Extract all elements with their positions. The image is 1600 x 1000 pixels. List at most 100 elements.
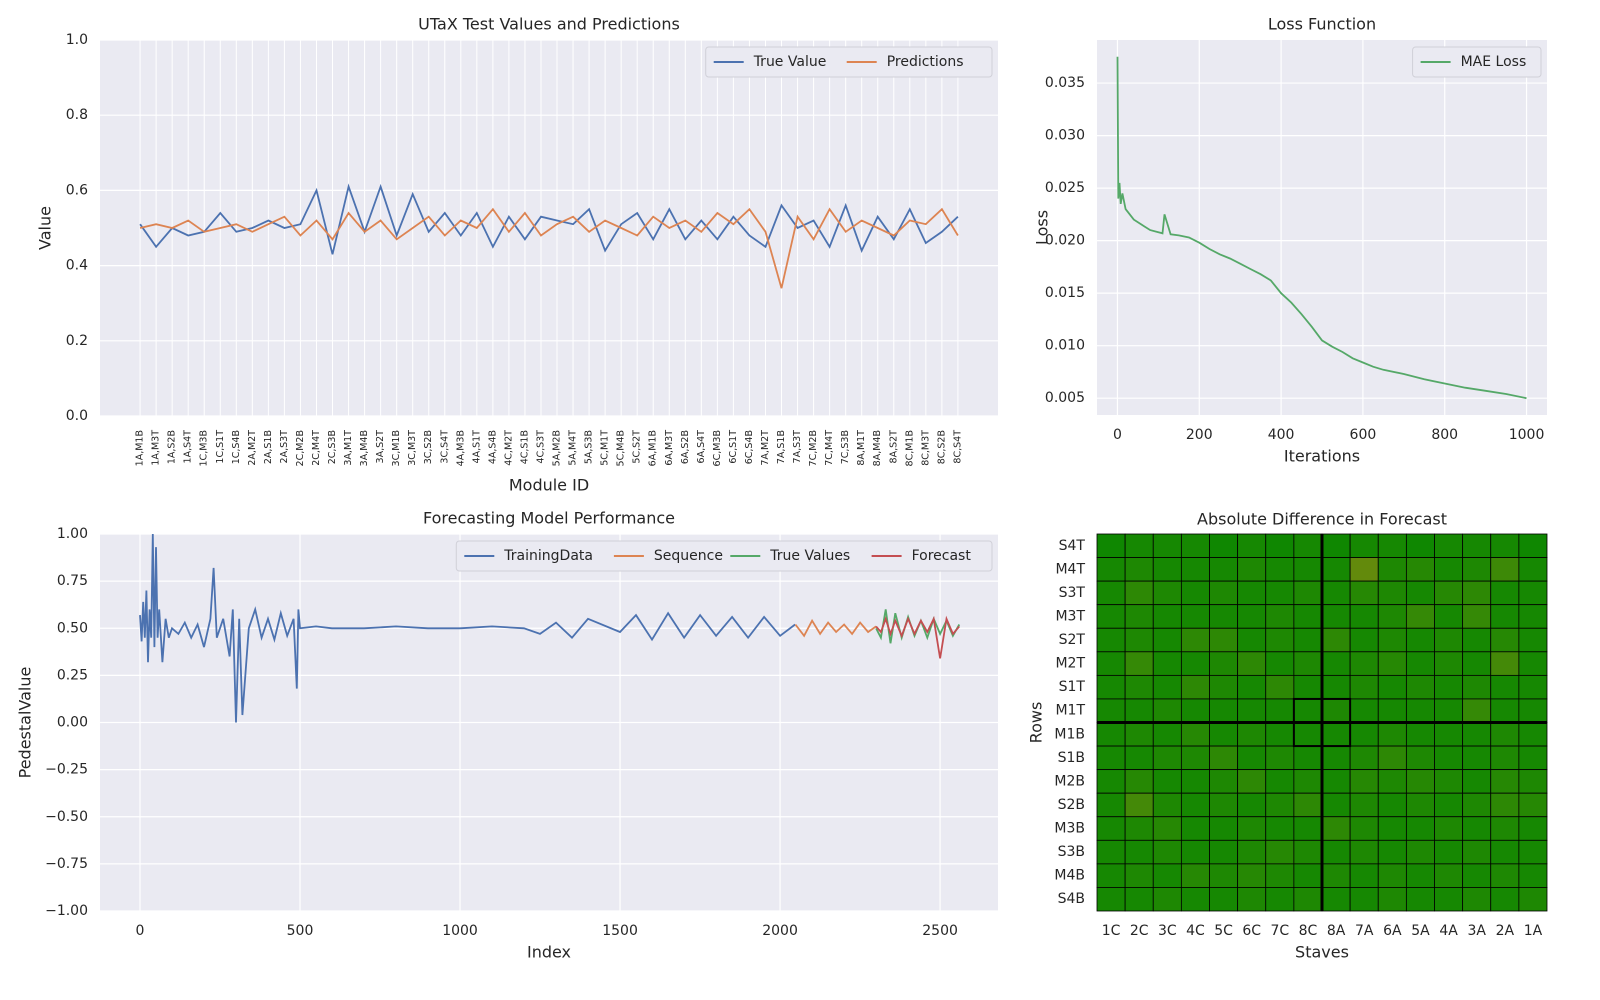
heatmap-cell	[1462, 745, 1492, 771]
heatmap-cell	[1180, 769, 1210, 794]
x-axis-label: Module ID	[509, 476, 589, 495]
heatmap-cell	[1152, 580, 1182, 606]
x-tick-label: 7A	[1355, 923, 1374, 939]
heatmap-cell	[1349, 745, 1379, 771]
heatmap-cell	[1377, 839, 1407, 865]
y-tick-label: 0.8	[66, 107, 88, 123]
heatmap-cell	[1124, 627, 1154, 653]
legend-box	[1412, 46, 1542, 78]
y-tick-label: 0.030	[1045, 128, 1085, 144]
x-tick-label: 1A,S4T	[183, 430, 194, 464]
heatmap-cell	[1209, 792, 1239, 818]
chart-title: Absolute Difference in Forecast	[1197, 510, 1447, 529]
chart-title: UTaX Test Values and Predictions	[418, 15, 680, 34]
plot-background	[100, 40, 998, 416]
y-tick-label: S1T	[1059, 679, 1086, 695]
heatmap-cell	[1490, 533, 1520, 558]
heatmap-cell	[1265, 863, 1295, 888]
heatmap-cell	[1377, 863, 1407, 888]
y-tick-label: 0.025	[1045, 180, 1085, 196]
heatmap-cell	[1405, 816, 1435, 841]
x-tick-label: 7A,M2T	[760, 430, 771, 466]
heatmap-cell	[1518, 580, 1548, 606]
heatmap-cell	[1434, 722, 1464, 747]
heatmap-cell	[1405, 533, 1435, 558]
heatmap-cell	[1490, 698, 1520, 723]
heatmap-cell	[1237, 745, 1267, 771]
heatmap-cell	[1377, 698, 1407, 723]
y-tick-label: 0.2	[66, 333, 88, 349]
heatmap-cell	[1265, 745, 1295, 771]
x-tick-label: 2A,M2T	[247, 430, 258, 466]
x-tick-label: 2A	[1496, 923, 1515, 939]
heatmap-cell	[1152, 674, 1182, 700]
x-tick-label: 500	[287, 923, 314, 939]
y-tick-label: −0.75	[45, 856, 88, 872]
y-tick-label: M3B	[1054, 821, 1085, 837]
heatmap-cell	[1152, 769, 1182, 794]
heatmap-cell	[1265, 792, 1295, 818]
y-tick-label: 0.75	[57, 573, 88, 589]
x-tick-label: 2C	[1130, 923, 1149, 939]
heatmap-cell	[1518, 674, 1548, 700]
heatmap-cell	[1152, 651, 1182, 676]
heatmap-cell	[1237, 674, 1267, 700]
heatmap-cell	[1265, 769, 1295, 794]
x-tick-label: 0	[136, 923, 145, 939]
heatmap-cell	[1349, 698, 1379, 723]
x-tick-label: 4C	[1186, 923, 1205, 939]
heatmap-cell	[1462, 604, 1492, 629]
y-tick-label: 0.035	[1045, 75, 1085, 91]
heatmap-cell	[1462, 698, 1492, 723]
heatmap-cell	[1321, 863, 1351, 888]
heatmap-cell	[1180, 839, 1210, 865]
heatmap-cell	[1293, 722, 1323, 747]
x-tick-label: 5C,S2T	[632, 430, 643, 464]
heatmap-cell	[1124, 698, 1154, 723]
x-tick-label: 4A	[1439, 923, 1458, 939]
heatmap-cell	[1434, 745, 1464, 771]
heatmap-cell	[1321, 839, 1351, 865]
heatmap-cell	[1405, 722, 1435, 747]
x-tick-label: 5C,M1T	[600, 430, 611, 466]
heatmap-cell	[1237, 863, 1267, 888]
x-tick-label: 800	[1431, 427, 1458, 443]
heatmap-cell	[1349, 863, 1379, 888]
y-tick-label: M1B	[1054, 726, 1085, 742]
heatmap-cell	[1096, 674, 1126, 700]
heatmap-cell	[1405, 604, 1435, 629]
heatmap-cell	[1518, 769, 1548, 794]
heatmap-cell	[1265, 722, 1295, 747]
heatmap-cell	[1293, 745, 1323, 771]
heatmap-cell	[1237, 604, 1267, 629]
x-tick-label: 8C,S2B	[936, 430, 947, 464]
heatmap-cell	[1490, 792, 1520, 818]
plot-background	[1097, 40, 1547, 415]
heatmap-cell	[1180, 722, 1210, 747]
heatmap-cell	[1462, 722, 1492, 747]
heatmap-cell	[1152, 557, 1182, 582]
heatmap-cell	[1377, 816, 1407, 841]
x-tick-label: 1A	[1524, 923, 1543, 939]
heatmap-cell	[1096, 698, 1126, 723]
heatmap-cell	[1209, 745, 1239, 771]
x-tick-label: 6A,M3T	[664, 430, 675, 466]
x-tick-label: 6A,M1B	[648, 430, 659, 466]
heatmap-cell	[1405, 698, 1435, 723]
x-tick-label: 2500	[922, 923, 958, 939]
x-tick-label: 7A,S3T	[792, 430, 803, 464]
heatmap-cell	[1124, 604, 1154, 629]
x-tick-label: 7C,S3B	[840, 430, 851, 464]
heatmap-cell	[1518, 887, 1548, 912]
heatmap-cell	[1293, 627, 1323, 653]
x-tick-label: 3A	[1467, 923, 1486, 939]
heatmap-cell	[1518, 839, 1548, 865]
heatmap-cell	[1293, 674, 1323, 700]
heatmap-cell	[1434, 816, 1464, 841]
heatmap-cell	[1405, 627, 1435, 653]
heatmap-cell	[1180, 698, 1210, 723]
heatmap-cell	[1096, 557, 1126, 582]
x-tick-label: 8C,M3T	[920, 430, 931, 466]
y-tick-label: S1B	[1058, 750, 1085, 766]
heatmap-cell	[1349, 604, 1379, 629]
